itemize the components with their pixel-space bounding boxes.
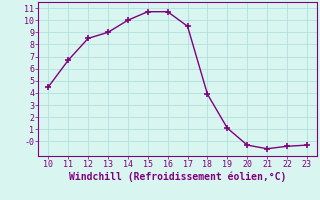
X-axis label: Windchill (Refroidissement éolien,°C): Windchill (Refroidissement éolien,°C) [69, 172, 286, 182]
